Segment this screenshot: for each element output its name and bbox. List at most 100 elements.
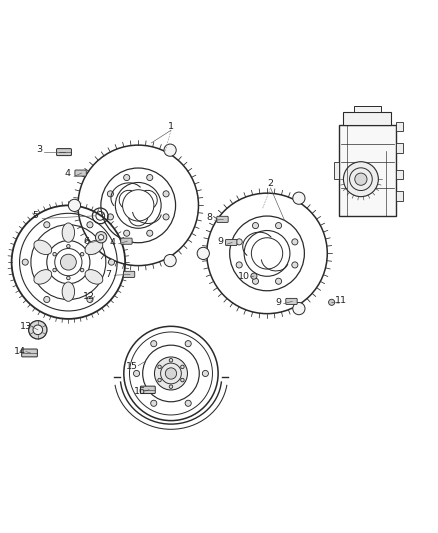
FancyBboxPatch shape bbox=[141, 386, 155, 393]
Circle shape bbox=[109, 311, 233, 436]
Circle shape bbox=[164, 144, 176, 156]
Circle shape bbox=[44, 222, 50, 228]
Text: 11: 11 bbox=[335, 296, 347, 305]
Ellipse shape bbox=[62, 282, 74, 301]
Text: 14: 14 bbox=[14, 347, 26, 356]
Text: 1: 1 bbox=[168, 122, 174, 131]
Ellipse shape bbox=[34, 270, 52, 284]
Circle shape bbox=[158, 378, 161, 382]
Text: 4: 4 bbox=[64, 169, 70, 179]
Circle shape bbox=[276, 278, 282, 284]
Ellipse shape bbox=[85, 240, 103, 255]
Circle shape bbox=[236, 239, 242, 245]
Text: 8: 8 bbox=[206, 213, 212, 222]
Circle shape bbox=[151, 341, 157, 346]
Circle shape bbox=[252, 222, 258, 229]
Circle shape bbox=[163, 214, 169, 220]
Circle shape bbox=[180, 365, 184, 369]
Circle shape bbox=[73, 140, 204, 271]
Circle shape bbox=[202, 370, 208, 376]
FancyBboxPatch shape bbox=[121, 238, 132, 244]
Circle shape bbox=[151, 400, 157, 406]
Circle shape bbox=[67, 276, 70, 280]
Ellipse shape bbox=[34, 240, 52, 255]
FancyBboxPatch shape bbox=[124, 271, 135, 277]
Bar bbox=[396, 169, 403, 179]
Text: 12: 12 bbox=[83, 292, 95, 301]
Circle shape bbox=[107, 191, 113, 197]
Circle shape bbox=[201, 251, 205, 256]
Text: 16: 16 bbox=[134, 387, 145, 396]
Circle shape bbox=[95, 231, 107, 243]
Circle shape bbox=[87, 222, 93, 228]
Circle shape bbox=[293, 303, 305, 314]
Ellipse shape bbox=[62, 223, 74, 243]
Circle shape bbox=[180, 378, 184, 382]
Circle shape bbox=[185, 400, 191, 406]
Circle shape bbox=[292, 262, 298, 268]
Bar bbox=[396, 191, 403, 201]
Circle shape bbox=[355, 173, 367, 185]
Text: 9: 9 bbox=[275, 298, 281, 307]
Circle shape bbox=[87, 296, 93, 303]
Bar bbox=[396, 122, 403, 131]
Circle shape bbox=[109, 259, 115, 265]
Circle shape bbox=[60, 254, 76, 270]
Circle shape bbox=[72, 203, 77, 207]
Circle shape bbox=[165, 368, 177, 379]
Circle shape bbox=[251, 273, 257, 279]
Circle shape bbox=[168, 148, 172, 152]
Circle shape bbox=[81, 253, 84, 256]
Circle shape bbox=[147, 174, 153, 181]
Circle shape bbox=[124, 230, 130, 236]
Circle shape bbox=[147, 230, 153, 236]
Circle shape bbox=[28, 321, 47, 339]
Circle shape bbox=[185, 341, 191, 346]
Circle shape bbox=[107, 214, 113, 220]
Circle shape bbox=[99, 235, 104, 240]
Text: 2: 2 bbox=[268, 179, 273, 188]
Circle shape bbox=[252, 278, 258, 284]
Circle shape bbox=[22, 259, 28, 265]
Circle shape bbox=[169, 385, 173, 389]
Circle shape bbox=[297, 306, 301, 311]
Text: 6: 6 bbox=[83, 237, 89, 246]
Bar bbox=[396, 143, 403, 153]
Circle shape bbox=[168, 259, 172, 263]
Circle shape bbox=[68, 199, 81, 212]
Circle shape bbox=[53, 268, 57, 272]
Text: 3: 3 bbox=[36, 145, 42, 154]
Circle shape bbox=[293, 192, 305, 204]
FancyBboxPatch shape bbox=[286, 298, 297, 304]
Circle shape bbox=[158, 365, 161, 369]
Circle shape bbox=[276, 222, 282, 229]
Ellipse shape bbox=[85, 270, 103, 284]
Circle shape bbox=[81, 268, 84, 272]
Text: 5: 5 bbox=[32, 212, 39, 220]
Text: 4: 4 bbox=[109, 238, 115, 247]
Circle shape bbox=[6, 200, 131, 325]
Circle shape bbox=[44, 296, 50, 303]
Circle shape bbox=[197, 247, 209, 260]
Bar bbox=[334, 161, 339, 179]
Circle shape bbox=[201, 188, 332, 319]
Text: 10: 10 bbox=[238, 272, 251, 280]
FancyBboxPatch shape bbox=[226, 239, 237, 246]
Bar bbox=[339, 125, 396, 216]
Circle shape bbox=[292, 239, 298, 245]
Circle shape bbox=[155, 357, 187, 390]
Circle shape bbox=[297, 196, 301, 200]
Text: 13: 13 bbox=[20, 322, 32, 331]
Circle shape bbox=[53, 253, 57, 256]
Bar bbox=[335, 111, 400, 221]
FancyBboxPatch shape bbox=[75, 170, 86, 176]
Circle shape bbox=[169, 359, 173, 362]
FancyBboxPatch shape bbox=[57, 149, 71, 156]
Circle shape bbox=[134, 370, 140, 376]
Text: 7: 7 bbox=[105, 270, 111, 279]
Circle shape bbox=[236, 262, 242, 268]
Circle shape bbox=[343, 161, 378, 197]
Circle shape bbox=[328, 299, 335, 305]
FancyBboxPatch shape bbox=[21, 349, 37, 357]
Bar bbox=[354, 106, 381, 112]
